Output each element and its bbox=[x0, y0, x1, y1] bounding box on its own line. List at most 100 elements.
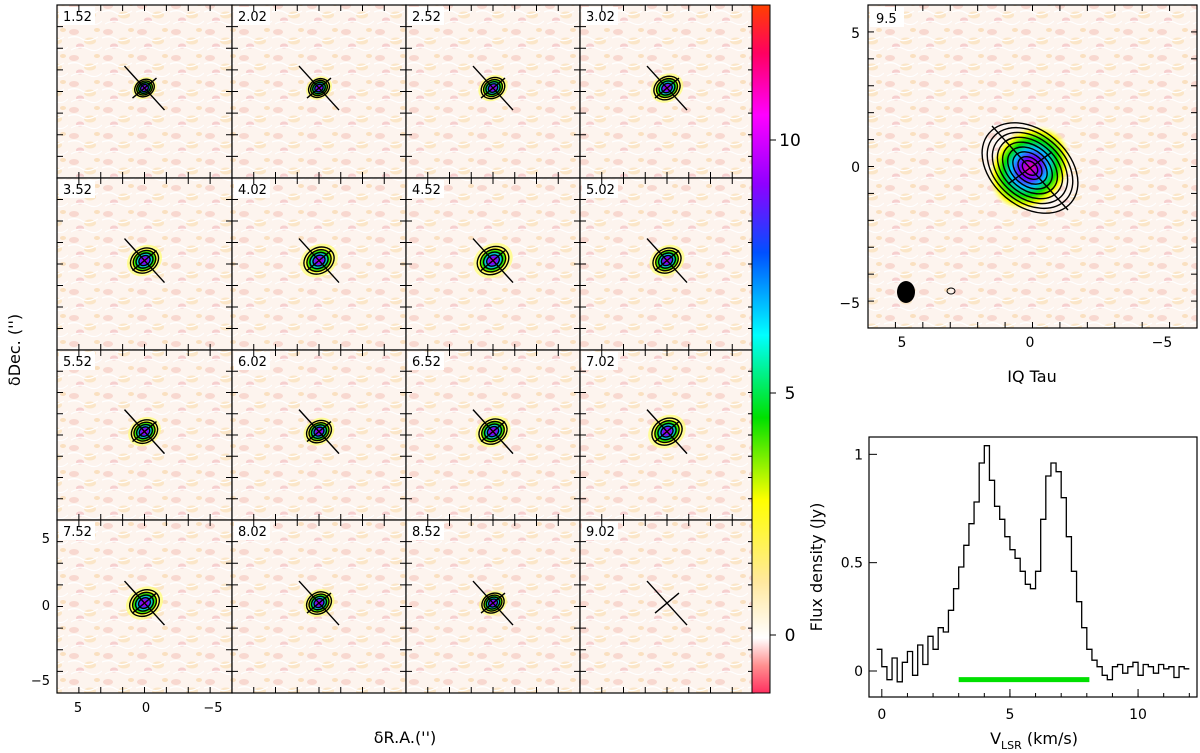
contour-ellipse bbox=[478, 418, 508, 445]
minor-axis-line bbox=[306, 592, 332, 614]
contour-ellipse bbox=[981, 122, 1079, 214]
contour-ellipse bbox=[485, 254, 501, 267]
channel-velocity-label: 3.52 bbox=[63, 183, 92, 198]
channel-panel: 8.52 bbox=[405, 519, 581, 694]
contour-ellipse bbox=[487, 83, 499, 93]
colorbar: 0 5 10 bbox=[751, 4, 801, 694]
plot-frame bbox=[868, 436, 1198, 698]
contour-ellipse bbox=[481, 592, 505, 614]
contour-ellipse bbox=[485, 80, 501, 96]
contour-ellipse bbox=[305, 419, 333, 444]
channel-panel: 5.02 bbox=[579, 177, 755, 351]
channel-map-grid: 1.52 2.02 2.52 3.02 3.52 4.02 4.52 5.02 5.52 6.02… bbox=[5, 4, 755, 747]
y-axis-label: δDec. ('') bbox=[5, 314, 24, 386]
channel-panel: 8.02 bbox=[231, 519, 407, 694]
channel-panel: 2.02 bbox=[231, 4, 407, 179]
label-box bbox=[582, 352, 618, 370]
y-tick-label: 0 bbox=[42, 599, 50, 614]
label-box bbox=[59, 180, 95, 198]
channel-velocity-label: 2.02 bbox=[238, 10, 267, 25]
channel-panel: 9.02 bbox=[579, 519, 755, 694]
minor-axis-line bbox=[132, 592, 157, 614]
label-box bbox=[582, 180, 618, 198]
channel-velocity-label: 3.02 bbox=[586, 10, 615, 25]
contour-ellipse bbox=[138, 254, 151, 267]
x-tick-label: 0 bbox=[1026, 335, 1035, 351]
contour-ellipse bbox=[480, 76, 506, 100]
spectrum-line bbox=[876, 445, 1190, 683]
channel-panel: 2.52 bbox=[405, 4, 581, 179]
minor-axis-line bbox=[306, 77, 332, 99]
channel-velocity-label: 6.52 bbox=[412, 355, 441, 370]
label-box bbox=[582, 7, 618, 25]
contour-ellipse bbox=[308, 593, 330, 613]
label-box bbox=[234, 522, 270, 540]
minor-axis-line bbox=[132, 77, 157, 99]
channel-velocity-label: 8.52 bbox=[412, 525, 441, 540]
colorbar-tick-label: 5 bbox=[785, 384, 796, 404]
channel-panel: 4.52 bbox=[405, 177, 581, 351]
contour-ellipse bbox=[307, 77, 331, 99]
channel-velocity-label: 7.52 bbox=[63, 525, 92, 540]
contour-ellipse bbox=[133, 421, 156, 442]
x-axis-label: VLSR (km/s) bbox=[990, 729, 1078, 752]
spectrum-panel: 0 5 10 0 0.5 1 Flux density (Jy) VLSR (km/s) bbox=[807, 436, 1198, 752]
minor-axis-line bbox=[480, 592, 506, 614]
contour-ellipse bbox=[996, 136, 1064, 200]
contour-ellipse bbox=[654, 420, 680, 444]
label-box bbox=[408, 352, 444, 370]
xlabel-unit: (km/s) bbox=[1022, 729, 1078, 748]
contour-ellipse bbox=[134, 594, 155, 612]
minor-axis-line bbox=[480, 250, 506, 272]
contour-ellipse bbox=[131, 591, 158, 615]
contour-ellipse bbox=[135, 80, 154, 96]
contour-ellipse bbox=[1007, 146, 1053, 190]
contour-ellipse bbox=[312, 254, 326, 267]
y-tick-label: 0.5 bbox=[841, 556, 863, 572]
source-name: IQ Tau bbox=[1007, 367, 1056, 386]
channel-velocity-label: 5.52 bbox=[63, 355, 92, 370]
y-tick-label: 5 bbox=[42, 532, 50, 547]
contour-ellipse bbox=[313, 597, 325, 609]
contour-ellipse bbox=[658, 80, 676, 96]
minor-axis-line bbox=[654, 77, 680, 99]
xlabel-v: V bbox=[990, 729, 1001, 748]
contour-ellipse bbox=[657, 422, 677, 441]
contour-ellipse bbox=[137, 597, 152, 610]
channel-velocity-label: 5.02 bbox=[586, 183, 615, 198]
contour-ellipse bbox=[128, 589, 161, 618]
contour-ellipse bbox=[991, 131, 1069, 205]
colorbar-tick-label: 10 bbox=[779, 131, 801, 151]
minor-axis-line bbox=[132, 421, 157, 443]
minor-axis-line bbox=[480, 77, 506, 99]
y-tick-label: −5 bbox=[31, 674, 50, 689]
contour-ellipse bbox=[305, 591, 333, 615]
label-box bbox=[59, 352, 95, 370]
x-tick-label: 5 bbox=[898, 335, 907, 351]
contour-ellipse bbox=[655, 249, 679, 272]
contour-ellipse bbox=[483, 423, 503, 440]
small-contour bbox=[946, 287, 956, 295]
contour-ellipse bbox=[310, 424, 328, 440]
contour-ellipse bbox=[309, 79, 329, 97]
contour-ellipse bbox=[137, 82, 152, 95]
y-tick-label: 0 bbox=[851, 160, 860, 176]
channel-panel: 4.02 bbox=[231, 177, 407, 351]
contour-ellipse bbox=[303, 246, 335, 275]
label-box bbox=[234, 7, 270, 25]
contour-ellipse bbox=[479, 248, 507, 273]
contour-ellipse bbox=[135, 252, 154, 269]
y-tick-label: 5 bbox=[851, 26, 860, 42]
contour-ellipse bbox=[481, 420, 505, 443]
label-box bbox=[408, 522, 444, 540]
channel-velocity-label: 8.02 bbox=[238, 525, 267, 540]
contour-ellipse bbox=[482, 78, 504, 98]
contour-ellipse bbox=[476, 245, 510, 276]
contour-ellipse bbox=[1017, 155, 1043, 181]
channel-velocity-label: 4.52 bbox=[412, 183, 441, 198]
channel-panel: 3.02 bbox=[579, 4, 755, 179]
contour-ellipse bbox=[310, 595, 328, 611]
channel-velocity-label: 2.52 bbox=[412, 10, 441, 25]
x-tick-label: 0 bbox=[877, 707, 886, 723]
xlabel-sub: LSR bbox=[1001, 739, 1022, 752]
